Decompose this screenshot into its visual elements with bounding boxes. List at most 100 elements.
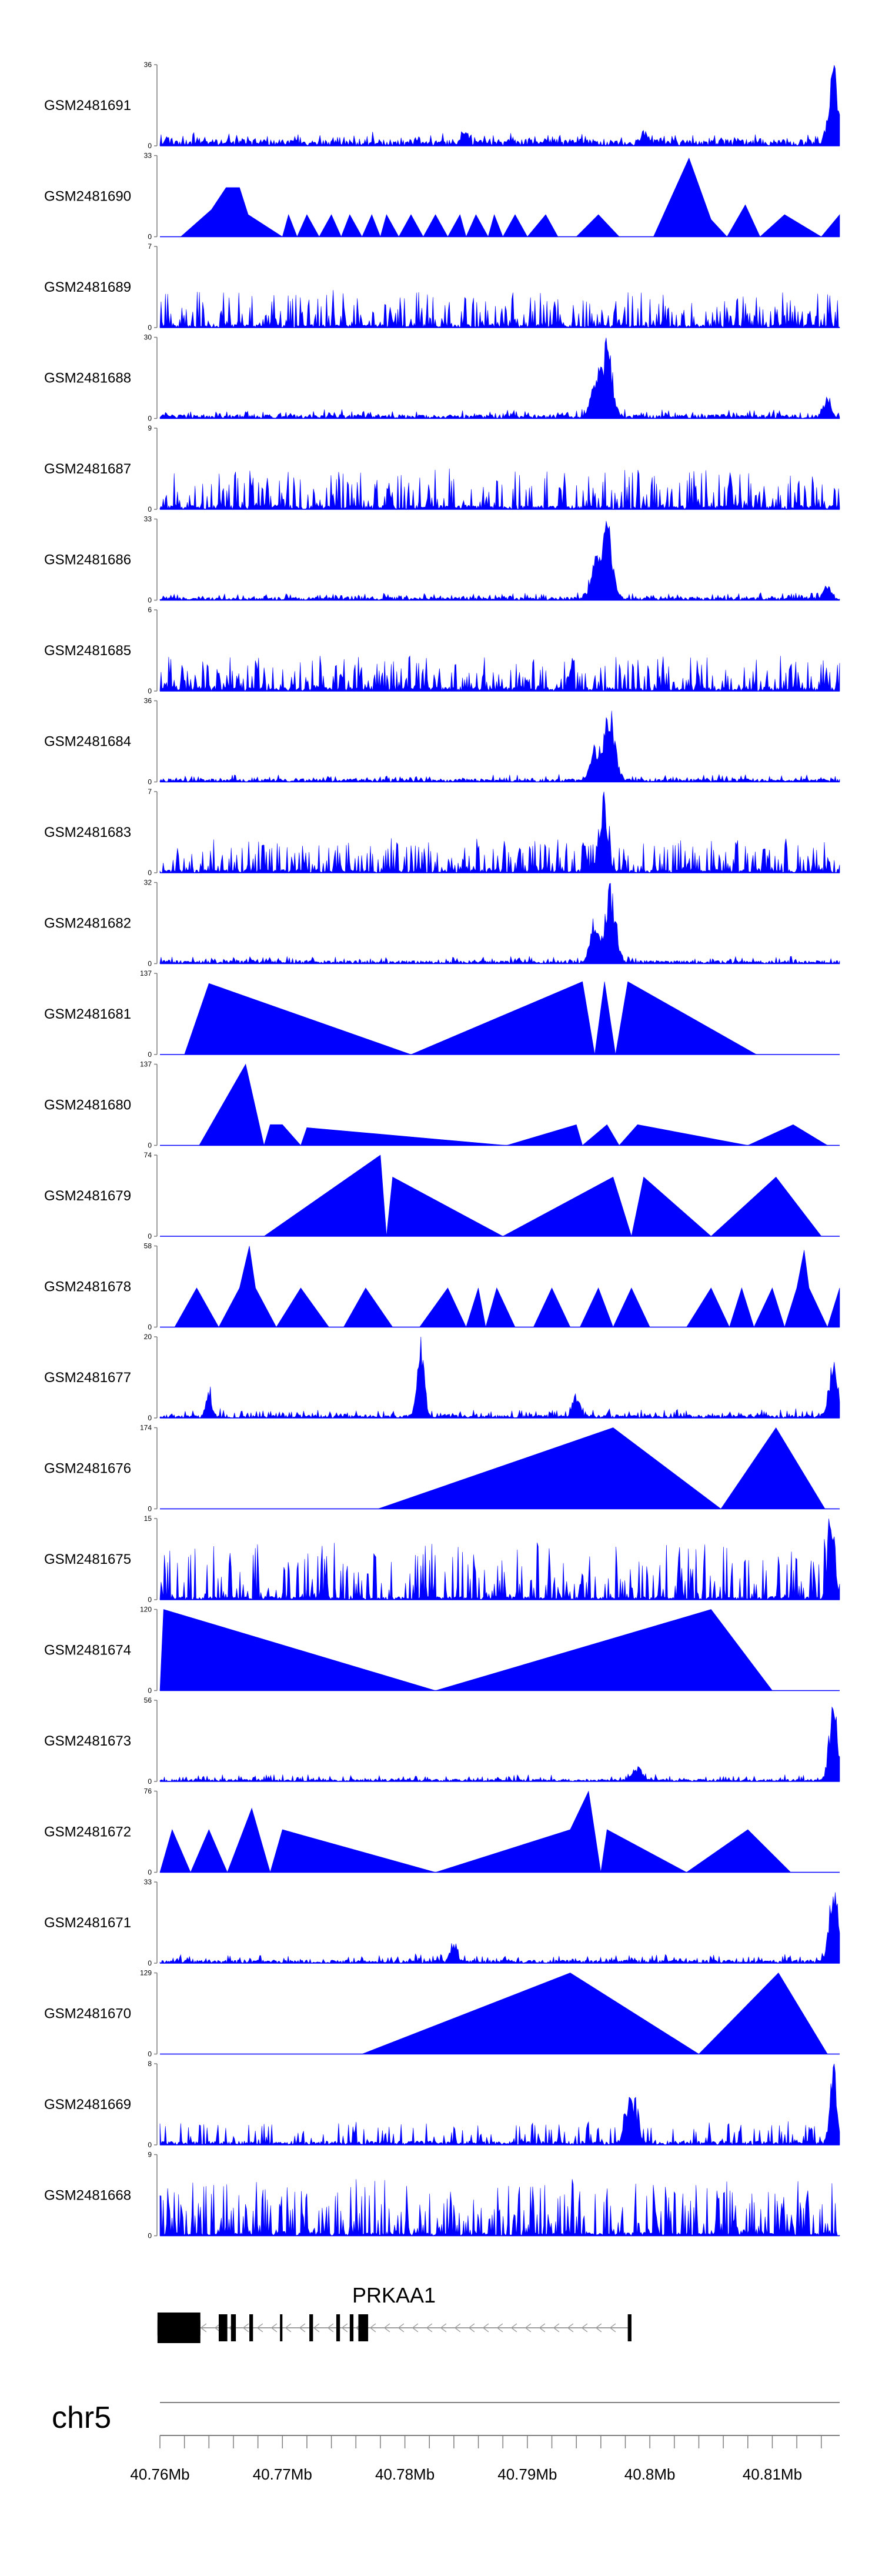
coverage-area-GSM2481681 [184,981,757,1055]
x-tick-label: 40.78Mb [375,2465,435,2483]
y-tick-label-zero: 0 [148,1414,152,1422]
track-label: GSM2481671 [44,1915,131,1931]
y-tick-label-max: 129 [140,1969,152,1977]
track-GSM2481677: GSM2481677 20 0 [44,1333,840,1422]
x-tick-label: 40.77Mb [253,2465,312,2483]
track-label: GSM2481682 [44,916,131,932]
y-tick-label-max: 15 [144,1514,152,1523]
coverage-area-GSM2481668 [159,2179,840,2237]
strand-arrow [412,2323,419,2333]
track-label: GSM2481674 [44,1643,131,1659]
track-GSM2481674: GSM2481674 120 0 [44,1606,840,1695]
strand-arrow [369,2323,376,2333]
coverage-area-GSM2481690 [180,157,840,238]
y-tick-label-zero: 0 [148,687,152,695]
strand-arrow [553,2323,560,2333]
y-tick-label-max: 32 [144,879,152,887]
track-GSM2481673: GSM2481673 56 0 [44,1696,840,1786]
y-tick-label-zero: 0 [148,323,152,332]
exon [230,2314,236,2341]
y-tick-label-max: 8 [148,2060,152,2068]
coverage-area-GSM2481673 [159,1706,840,1782]
coverage-area-GSM2481675 [159,1518,840,1601]
coverage-area-GSM2481687 [159,468,840,510]
track-label: GSM2481679 [44,1188,131,1204]
exon [627,2314,632,2341]
exon [336,2314,340,2341]
y-tick-label-max: 174 [140,1424,152,1432]
track-label: GSM2481673 [44,1733,131,1749]
track-label: GSM2481691 [44,98,131,114]
y-tick-label-zero: 0 [148,869,152,877]
strand-arrow [270,2323,278,2333]
coverage-area-GSM2481682 [159,883,840,965]
coverage-area-GSM2481677 [159,1336,840,1419]
y-tick-label-max: 56 [144,1696,152,1704]
gene-label: PRKAA1 [352,2283,436,2307]
y-tick-label-max: 36 [144,697,152,705]
y-tick-label-zero: 0 [148,596,152,605]
y-tick-label-zero: 0 [148,1505,152,1513]
track-GSM2481683: GSM2481683 7 0 [44,788,840,877]
y-tick-label-zero: 0 [148,1050,152,1059]
exon [249,2314,253,2341]
coverage-area-GSM2481679 [263,1154,822,1237]
y-tick-label-zero: 0 [148,1232,152,1240]
y-tick-label-zero: 0 [148,142,152,150]
data-tracks: GSM2481691360GSM2481690330GSM248168970GS… [44,61,840,2240]
track-label: GSM2481688 [44,371,131,386]
track-GSM2481678: GSM2481678 58 0 [44,1242,840,1332]
y-tick-label-max: 30 [144,333,152,342]
y-tick-label-zero: 0 [148,1323,152,1332]
track-label: GSM2481683 [44,825,131,840]
coverage-area-GSM2481688 [159,338,840,419]
x-tick-label: 40.79Mb [497,2465,557,2483]
track-label: GSM2481669 [44,2097,131,2113]
y-tick-label-max: 74 [144,1151,152,1159]
exon [309,2314,313,2341]
y-tick-label-max: 20 [144,1333,152,1341]
coverage-area-GSM2481684 [159,710,840,783]
track-label: GSM2481672 [44,1824,131,1840]
strand-arrow [440,2323,447,2333]
genome-axis: chr5 40.76Mb 40.77Mb 40.78Mb 40.79Mb 40.8Mb 4… [52,2401,840,2483]
exon [349,2314,354,2341]
strand-arrow [581,2323,588,2333]
y-tick-label-max: 9 [148,2151,152,2159]
y-tick-label-zero: 0 [148,1596,152,1604]
strand-arrow [496,2323,503,2333]
coverage-area-GSM2481689 [159,290,840,328]
y-tick-label-zero: 0 [148,2050,152,2058]
y-tick-label-zero: 0 [148,2141,152,2149]
track-GSM2481688: GSM2481688 30 0 [44,333,840,423]
exon [280,2314,283,2341]
track-label: GSM2481689 [44,279,131,295]
track-GSM2481670: GSM2481670 129 0 [44,1969,840,2058]
track-label: GSM2481677 [44,1370,131,1386]
gene-model-PRKAA1 [157,2313,632,2343]
track-label: GSM2481681 [44,1006,131,1022]
gene-annotation-track: PRKAA1 [157,2283,632,2343]
y-tick-label-zero: 0 [148,1959,152,1967]
y-tick-label-zero: 0 [148,1142,152,1150]
axis-ticks: 40.76Mb 40.77Mb 40.78Mb 40.79Mb 40.8Mb 40.81M… [130,2435,822,2483]
track-GSM2481690: GSM2481690 33 0 [44,152,840,241]
x-tick-label: 40.81Mb [743,2465,802,2483]
y-tick-label-max: 7 [148,242,152,251]
track-GSM2481691: GSM2481691 36 0 [44,61,840,150]
track-label: GSM2481686 [44,552,131,568]
strand-arrow [285,2323,292,2333]
y-tick-label-max: 33 [144,1878,152,1886]
strand-arrow [524,2323,532,2333]
coverage-area-GSM2481671 [159,1892,840,1964]
coverage-area-GSM2481685 [159,655,840,692]
coverage-area-GSM2481670 [362,1973,828,2054]
y-tick-label-zero: 0 [148,2232,152,2240]
strand-arrow [468,2323,475,2333]
x-tick-label: 40.76Mb [130,2465,189,2483]
x-tick-label: 40.8Mb [624,2465,676,2483]
track-GSM2481675: GSM2481675 15 0 [44,1514,840,1604]
strand-arrow [256,2323,263,2333]
y-tick-label-max: 58 [144,1242,152,1250]
